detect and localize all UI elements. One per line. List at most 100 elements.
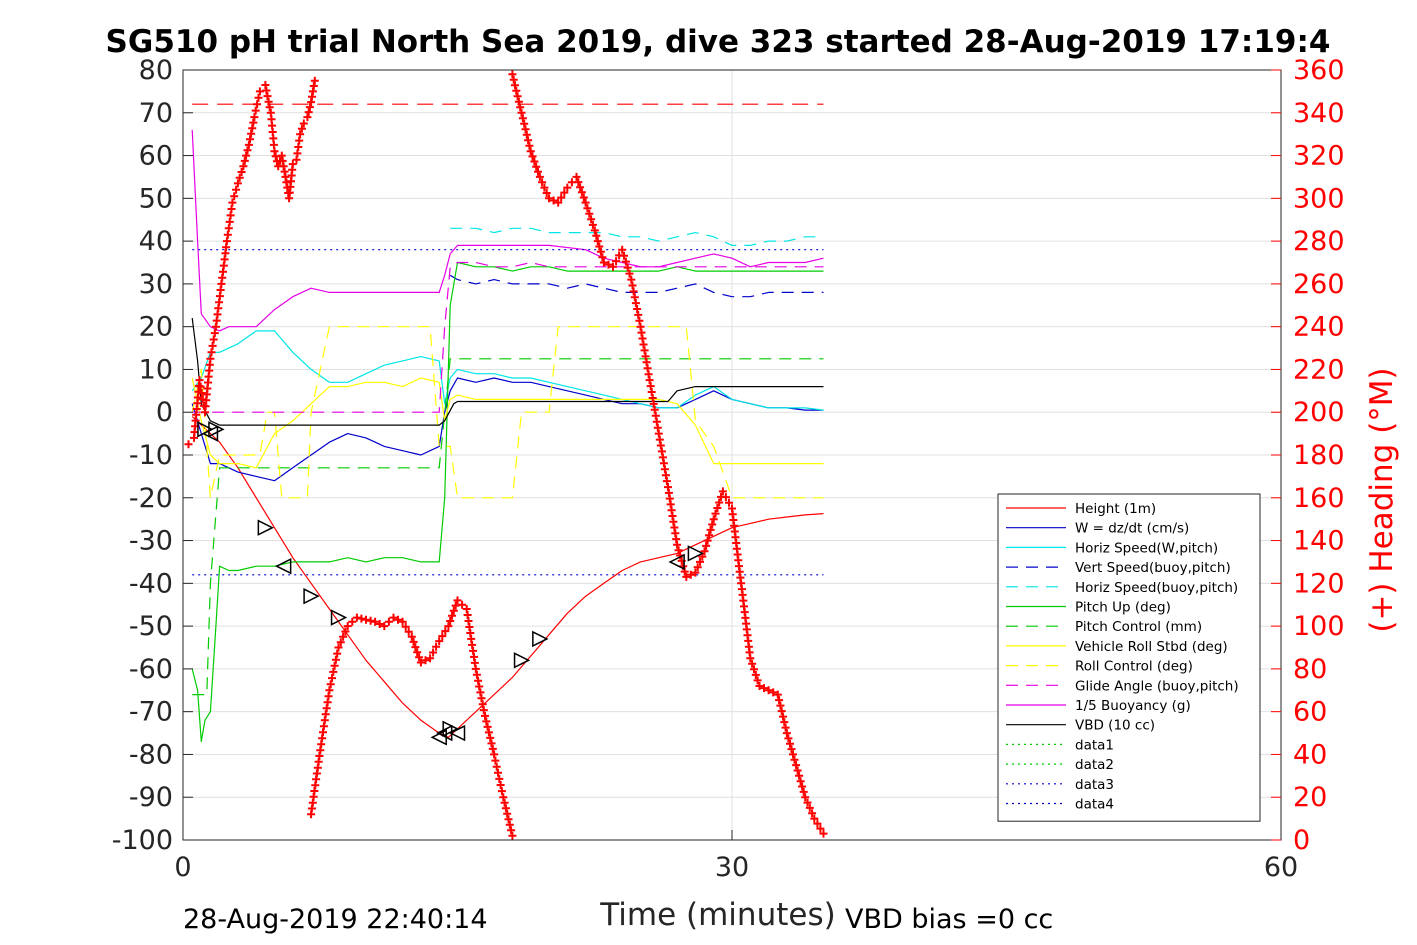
legend-label-2: Horiz Speed(W,pitch)	[1075, 540, 1218, 556]
heading-point-218	[503, 809, 512, 818]
heading-point-162	[404, 627, 413, 636]
y2-tick-label-14: 80	[1293, 654, 1327, 685]
heading-point-260	[585, 209, 594, 218]
heading-point-196	[475, 682, 484, 691]
heading-point-63	[248, 124, 257, 133]
heading-point-389	[779, 712, 787, 721]
heading-point-385	[773, 690, 782, 699]
heading-point-61	[246, 135, 254, 144]
heading-point-266	[595, 242, 604, 251]
heading-point-165	[411, 643, 420, 652]
heading-point-158	[389, 613, 398, 622]
heading-point-57	[240, 156, 249, 165]
series-line-pitch-control-mm	[192, 358, 824, 696]
heading-point-72	[263, 92, 272, 101]
heading-point-181	[453, 596, 462, 605]
heading-point-281	[629, 287, 638, 296]
heading-point-277	[623, 263, 632, 272]
heading-point-395	[787, 745, 796, 754]
heading-point-250	[560, 188, 569, 197]
heading-point-209	[491, 756, 500, 765]
heading-point-401	[796, 777, 805, 786]
heading-point-147	[341, 627, 350, 636]
heading-point-307	[656, 441, 665, 450]
heading-point-54	[235, 173, 244, 182]
heading-point-406	[805, 803, 814, 812]
chart-title: SG510 pH trial North Sea 2019, dive 323 …	[106, 24, 1331, 60]
heading-point-403	[799, 787, 808, 796]
y-tick-label-6: 20	[139, 312, 173, 343]
x-tick-label-1: 30	[715, 852, 749, 883]
heading-point-241	[534, 167, 542, 176]
heading-point-259	[583, 204, 592, 213]
heading-point-213	[496, 781, 505, 789]
heading-point-337	[702, 541, 711, 550]
legend: Height (1m) W = dz/dt (cm/s) Horiz Speed(W…	[997, 493, 1261, 822]
heading-point-255	[576, 183, 585, 192]
heading-point-56	[239, 162, 248, 171]
y2-tick-label-8: 200	[1293, 397, 1345, 428]
heading-point-380	[753, 676, 762, 685]
heading-point-171	[429, 648, 438, 657]
heading-point-338	[703, 536, 712, 545]
heading-point-402	[798, 782, 807, 791]
legend-label-6: Pitch Control (mm)	[1075, 619, 1202, 635]
heading-point-224	[509, 75, 518, 84]
heading-point-81	[270, 147, 279, 156]
y2-tick-label-0: 360	[1293, 55, 1345, 86]
heading-point-400	[795, 771, 804, 780]
turn-marker-6	[330, 609, 348, 626]
heading-point-268	[598, 253, 607, 262]
heading-point-151	[357, 614, 366, 623]
heading-point-347	[718, 487, 727, 496]
turn-marker-11	[513, 652, 531, 669]
heading-point-384	[769, 688, 778, 697]
turn-marker-1	[201, 425, 219, 442]
heading-point-272	[612, 257, 621, 266]
turn-marker-10	[448, 724, 466, 742]
legend-label-10: 1/5 Buoyancy (g)	[1075, 698, 1191, 714]
heading-point-205	[486, 733, 495, 742]
heading-point-169	[421, 656, 430, 665]
y-tick-label-0: 80	[139, 55, 173, 86]
legend-label-3: Vert Speed(buoy,pitch)	[1075, 560, 1231, 576]
heading-point-58	[242, 151, 251, 160]
heading-point-283	[631, 299, 640, 308]
heading-point-62	[247, 129, 256, 138]
heading-point-64	[249, 118, 258, 127]
heading-point-110	[305, 103, 314, 112]
y2-tick-label-18: 0	[1293, 825, 1310, 856]
heading-point-244	[540, 183, 549, 192]
heading-point-219	[504, 815, 513, 824]
heading-point-214	[497, 787, 506, 796]
heading-point-208	[490, 750, 499, 759]
heading-point-141	[330, 661, 339, 670]
y-tick-label-15: -70	[129, 697, 173, 728]
heading-point-68	[254, 93, 263, 102]
heading-point-215	[499, 793, 508, 802]
y2-tick-label-9: 180	[1293, 440, 1345, 471]
heading-point-381	[755, 682, 764, 690]
heading-point-170	[426, 654, 435, 663]
heading-point-178	[448, 611, 456, 620]
heading-point-139	[328, 674, 336, 683]
heading-point-179	[449, 606, 458, 615]
heading-point-313	[662, 477, 671, 486]
heading-point-157	[384, 617, 393, 626]
heading-point-203	[483, 722, 492, 731]
y2-tick-label-1: 340	[1293, 98, 1345, 129]
heading-point-407	[808, 809, 817, 818]
heading-point-137	[325, 686, 334, 695]
heading-point-164	[409, 637, 418, 646]
heading-point-195	[474, 676, 483, 685]
heading-point-345	[715, 498, 724, 507]
heading-point-53	[233, 179, 242, 188]
heading-point-377	[748, 659, 757, 668]
y-tick-label-16: -80	[129, 739, 173, 770]
heading-point-256	[577, 188, 586, 197]
heading-point-247	[549, 196, 558, 205]
heading-point-66	[251, 106, 260, 115]
heading-point-143	[333, 649, 342, 658]
heading-point-233	[521, 125, 530, 134]
series-line-1-5-buoyancy-g	[191, 129, 824, 332]
